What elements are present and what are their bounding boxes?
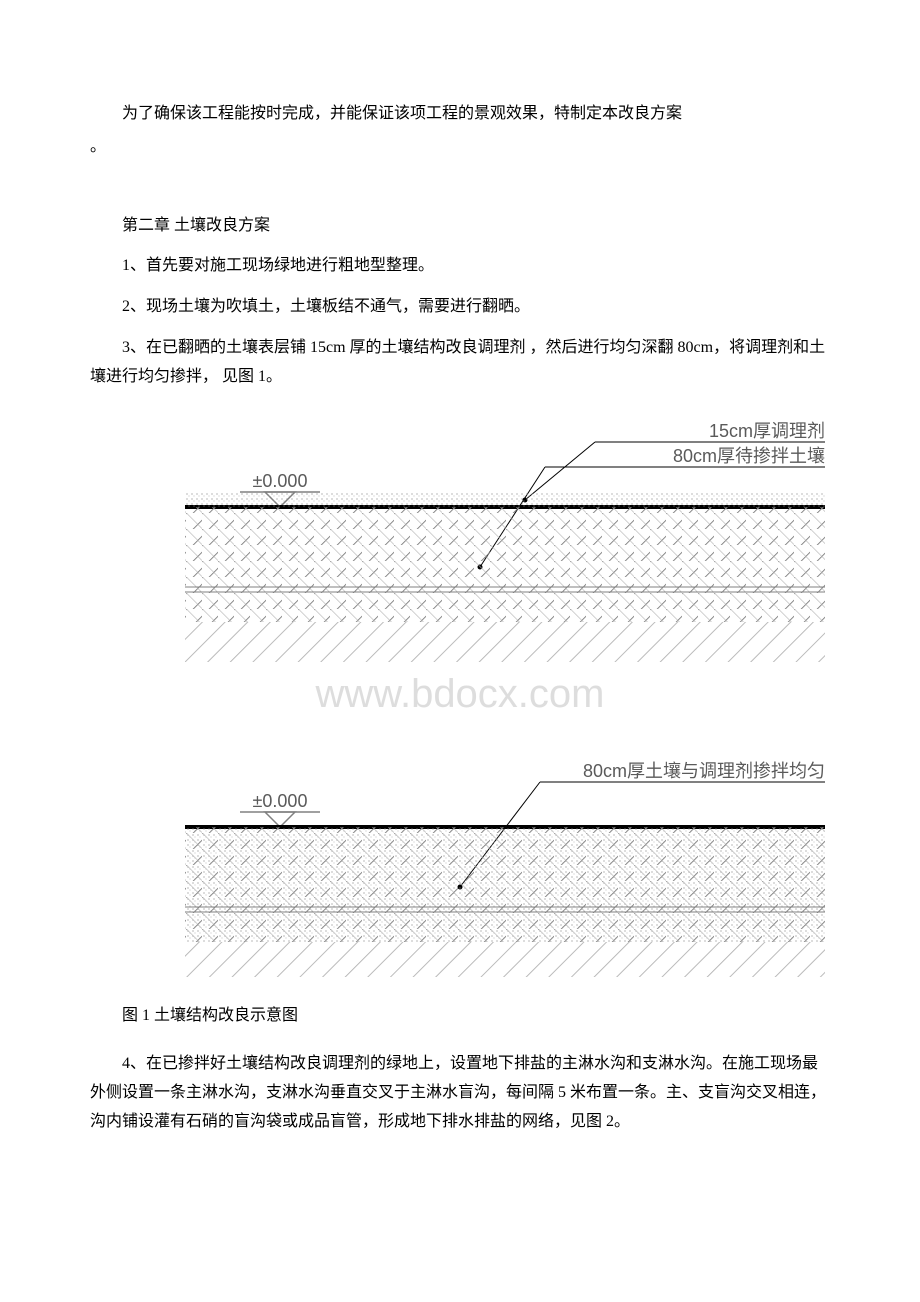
figure-1-container: 15cm厚调理剂 80cm厚待掺拌土壤 ±0.000 www.bdocx.com… [90, 417, 830, 977]
svg-text:80cm厚待掺拌土壤: 80cm厚待掺拌土壤 [673, 446, 825, 466]
svg-text:±0.000: ±0.000 [253, 471, 308, 491]
svg-text:80cm厚土壤与调理剂掺拌均匀: 80cm厚土壤与调理剂掺拌均匀 [583, 761, 825, 781]
intro-para-line1: 为了确保该工程能按时完成，并能保证该项工程的景观效果，特制定本改良方案 [90, 100, 830, 129]
list-item-4: 4、在已掺拌好土壤结构改良调理剂的绿地上，设置地下排盐的主淋水沟和支淋水沟。在施… [90, 1050, 830, 1136]
figure-1-caption: 图 1 土壤结构改良示意图 [90, 1002, 830, 1031]
list-item-3: 3、在已翻晒的土壤表层铺 15cm 厚的土壤结构改良调理剂 ，然后进行均匀深翻 … [90, 334, 830, 392]
svg-text:15cm厚调理剂: 15cm厚调理剂 [709, 421, 825, 441]
section-title: 第二章 土壤改良方案 [90, 212, 830, 241]
list-item-1: 1、首先要对施工现场绿地进行粗地型整理。 [90, 252, 830, 281]
figure-1-svg: 15cm厚调理剂 80cm厚待掺拌土壤 ±0.000 www.bdocx.com… [90, 417, 830, 977]
list-item-2: 2、现场土壤为吹填土，土壤板结不通气，需要进行翻晒。 [90, 293, 830, 322]
svg-text:±0.000: ±0.000 [253, 791, 308, 811]
intro-para-line2: 。 [90, 133, 830, 162]
svg-text:www.bdocx.com: www.bdocx.com [315, 672, 605, 716]
